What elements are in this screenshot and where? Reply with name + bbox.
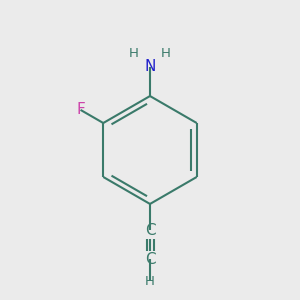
Text: C: C (145, 223, 155, 238)
Text: H: H (161, 47, 171, 60)
Text: H: H (129, 47, 139, 60)
Text: F: F (76, 102, 85, 117)
Text: N: N (144, 59, 156, 74)
Text: C: C (145, 252, 155, 267)
Text: H: H (145, 275, 155, 288)
